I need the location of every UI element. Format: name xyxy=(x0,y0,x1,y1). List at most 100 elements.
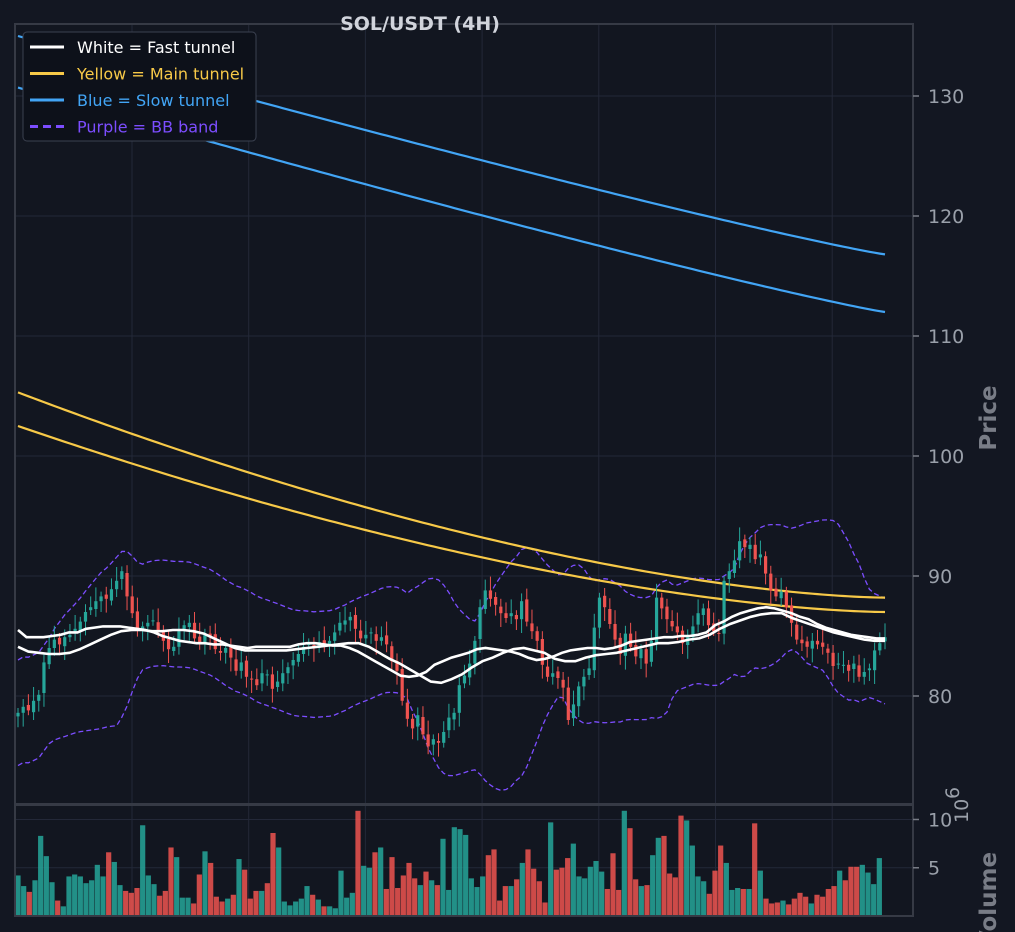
candle-body xyxy=(156,622,160,630)
volume-bar xyxy=(417,885,423,916)
volume-bar xyxy=(468,878,474,916)
volume-bar xyxy=(423,871,429,916)
candle xyxy=(229,638,233,672)
candle xyxy=(722,576,726,645)
candle xyxy=(847,660,851,682)
candle-body xyxy=(301,646,306,654)
candle xyxy=(447,703,451,738)
volume-bar xyxy=(168,847,174,916)
candle xyxy=(815,630,820,650)
candle-body xyxy=(16,712,20,717)
volume-bar xyxy=(723,862,729,916)
volume-bar xyxy=(842,880,848,916)
candle-body xyxy=(94,601,98,609)
volume-bar xyxy=(55,900,61,916)
volume-bar xyxy=(247,898,253,916)
candle xyxy=(416,707,420,741)
volume-bar xyxy=(525,849,531,916)
candle-body xyxy=(390,646,394,662)
candle-body xyxy=(21,706,25,713)
volume-bar xyxy=(378,847,384,916)
volume-bar xyxy=(876,858,882,916)
volume-bar xyxy=(451,827,457,916)
volume-bar xyxy=(128,892,134,916)
candle xyxy=(260,659,264,692)
candle-body xyxy=(571,704,576,719)
volume-bars-layer xyxy=(15,810,888,916)
candle-body xyxy=(603,595,607,608)
candle-body xyxy=(738,541,742,561)
candle xyxy=(333,624,337,655)
candle xyxy=(31,687,36,720)
volume-bar xyxy=(536,881,542,916)
candle-body xyxy=(151,620,155,622)
candle-body xyxy=(166,639,171,650)
volume-bar xyxy=(621,810,627,916)
candle-body xyxy=(639,649,643,659)
volume-bar xyxy=(650,855,656,916)
candle-body xyxy=(660,597,664,609)
candle xyxy=(779,577,783,606)
volume-bar xyxy=(854,866,860,916)
candle-body xyxy=(457,685,461,713)
candle xyxy=(577,681,581,717)
volume-bar xyxy=(542,902,548,916)
candle-body xyxy=(670,621,674,627)
candle xyxy=(769,565,773,605)
candle xyxy=(519,593,524,633)
volume-bar xyxy=(281,901,287,916)
volume-bar xyxy=(848,866,854,916)
candle xyxy=(556,666,560,689)
candle-body xyxy=(722,580,726,634)
candle-body xyxy=(385,635,389,645)
candle-body xyxy=(353,615,358,629)
candle xyxy=(732,549,737,578)
candle xyxy=(109,578,114,606)
candle xyxy=(115,567,119,597)
candle xyxy=(774,577,778,602)
volume-bar xyxy=(820,896,826,916)
candle xyxy=(743,534,747,558)
volume-bar xyxy=(871,884,877,916)
volume-bar xyxy=(106,852,112,916)
candle-body xyxy=(654,597,659,643)
candle xyxy=(234,648,238,676)
volume-bar xyxy=(667,873,673,916)
volume-bar xyxy=(457,829,463,916)
candle xyxy=(504,602,508,623)
candle-body xyxy=(208,633,212,636)
candle xyxy=(525,588,529,627)
volume-bar xyxy=(151,884,157,916)
candle xyxy=(146,615,150,641)
volume-bar xyxy=(701,881,707,916)
volume-bar xyxy=(213,896,219,916)
candle-body xyxy=(831,652,835,666)
candle-body xyxy=(89,607,93,611)
legend-item-label: Purple = BB band xyxy=(77,118,218,137)
candle-body xyxy=(31,700,36,713)
candle xyxy=(130,585,134,618)
legend-item-label: White = Fast tunnel xyxy=(77,38,235,57)
volume-bar xyxy=(565,858,571,916)
legend-item-label: Yellow = Main tunnel xyxy=(76,65,244,84)
volume-bar xyxy=(400,875,406,916)
candle-body xyxy=(717,633,721,634)
candle-body xyxy=(442,732,446,743)
candle-body xyxy=(218,651,223,653)
volume-bar xyxy=(434,885,440,916)
candle xyxy=(862,658,866,685)
candle-body xyxy=(291,660,295,666)
candle xyxy=(545,655,550,682)
candle-body xyxy=(369,632,373,634)
candle-body xyxy=(504,613,508,618)
volume-axis-label: Volume xyxy=(976,852,1002,932)
candle-body xyxy=(296,654,300,662)
candle-body xyxy=(83,612,88,622)
candle xyxy=(608,598,612,629)
candle xyxy=(421,706,425,740)
candle-body xyxy=(260,673,264,684)
volume-tick-label: 5 xyxy=(928,858,940,880)
volume-bar xyxy=(310,894,316,916)
volume-bar xyxy=(196,874,202,916)
price-axis-label: Price xyxy=(976,385,1002,450)
